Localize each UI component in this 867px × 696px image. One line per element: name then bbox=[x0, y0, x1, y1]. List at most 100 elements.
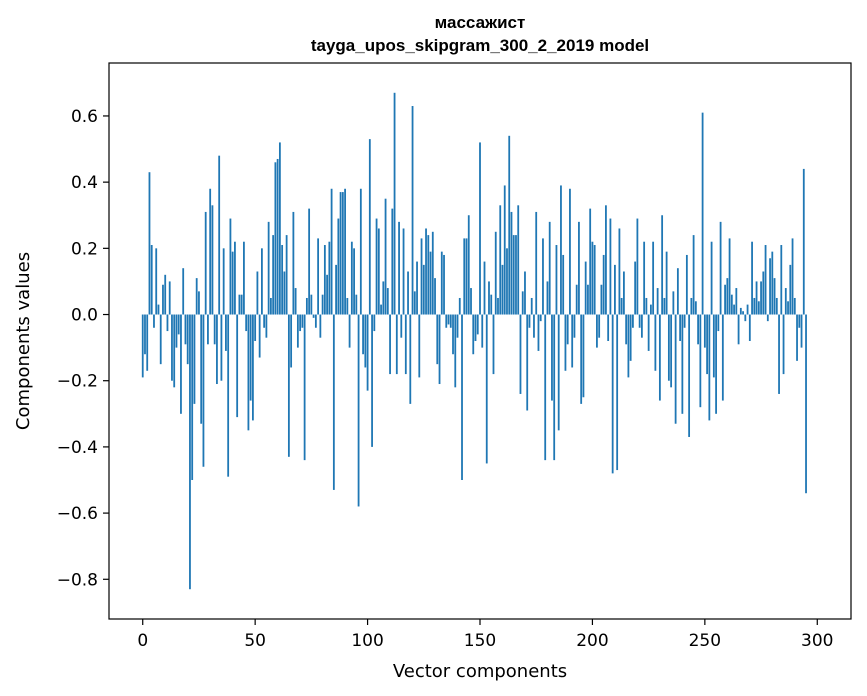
bar bbox=[148, 172, 151, 315]
bar bbox=[638, 314, 641, 328]
bar bbox=[517, 205, 520, 315]
bar bbox=[461, 314, 463, 480]
bar bbox=[366, 314, 369, 391]
bar bbox=[422, 264, 425, 315]
bar bbox=[173, 314, 176, 388]
bar bbox=[753, 297, 756, 315]
bar bbox=[357, 314, 360, 507]
bar bbox=[317, 238, 320, 315]
bar bbox=[497, 297, 499, 315]
bar bbox=[377, 228, 380, 315]
bar bbox=[180, 314, 182, 414]
bar bbox=[667, 314, 670, 381]
x-tick-label: 150 bbox=[464, 631, 496, 651]
bar bbox=[739, 307, 742, 315]
chart-subtitle: tayga_upos_skipgram_300_2_2019 model bbox=[311, 36, 649, 55]
bar bbox=[472, 314, 475, 355]
bar bbox=[654, 314, 657, 371]
bar bbox=[656, 288, 659, 315]
bar bbox=[413, 291, 416, 315]
bar bbox=[458, 297, 461, 315]
bar bbox=[299, 314, 302, 332]
bar bbox=[375, 218, 378, 315]
bar bbox=[431, 231, 434, 315]
bar bbox=[629, 314, 632, 361]
bar bbox=[166, 314, 169, 332]
bar bbox=[589, 208, 592, 315]
bar bbox=[748, 314, 751, 341]
bar bbox=[524, 271, 526, 315]
bar bbox=[479, 142, 481, 315]
bar bbox=[389, 314, 391, 375]
bar bbox=[632, 314, 634, 328]
y-tick-label: 0.6 bbox=[71, 107, 98, 127]
bar bbox=[717, 314, 720, 332]
bar bbox=[240, 294, 243, 315]
y-axis: −0.8 −0.6 −0.4 −0.2 0.0 0.2 0.4 0.6 bbox=[57, 107, 109, 590]
bar bbox=[285, 235, 288, 315]
bar bbox=[269, 297, 272, 315]
bar bbox=[764, 245, 767, 315]
bar bbox=[348, 314, 351, 348]
bar bbox=[719, 221, 722, 315]
bar bbox=[535, 211, 538, 315]
bar bbox=[760, 281, 762, 315]
bar bbox=[146, 314, 149, 371]
bar bbox=[580, 314, 583, 404]
bar bbox=[746, 304, 749, 315]
bar bbox=[562, 254, 565, 315]
bar bbox=[168, 281, 171, 315]
bar bbox=[726, 278, 729, 315]
bar bbox=[710, 241, 713, 315]
x-tick-label: 250 bbox=[689, 631, 721, 651]
bar bbox=[416, 261, 418, 315]
bar bbox=[200, 314, 203, 424]
bar bbox=[265, 314, 268, 338]
bar bbox=[546, 281, 549, 315]
bar bbox=[627, 314, 630, 378]
bar bbox=[429, 251, 432, 315]
bar bbox=[189, 314, 191, 590]
bar bbox=[350, 241, 353, 315]
bar bbox=[204, 211, 207, 315]
bar bbox=[445, 314, 448, 328]
bar bbox=[310, 294, 313, 315]
bar bbox=[769, 258, 771, 315]
bar bbox=[530, 297, 533, 315]
bar bbox=[582, 314, 585, 398]
bar bbox=[623, 271, 625, 315]
bar bbox=[602, 254, 605, 315]
bar bbox=[252, 314, 254, 421]
bar bbox=[382, 281, 385, 315]
bar bbox=[661, 215, 664, 315]
bar bbox=[211, 205, 214, 315]
bar bbox=[312, 314, 315, 318]
bar bbox=[735, 288, 738, 315]
bar bbox=[640, 314, 643, 338]
bar bbox=[593, 245, 596, 315]
bar bbox=[539, 314, 542, 322]
bar bbox=[436, 314, 439, 365]
bar bbox=[506, 248, 508, 315]
bar bbox=[449, 314, 452, 328]
bar bbox=[605, 205, 607, 315]
bar bbox=[553, 314, 556, 461]
bar bbox=[782, 314, 785, 375]
bar bbox=[319, 314, 322, 338]
bar bbox=[186, 314, 189, 365]
bar bbox=[171, 314, 173, 381]
bar bbox=[721, 314, 724, 401]
bar bbox=[724, 284, 726, 315]
bar bbox=[690, 297, 693, 315]
bar bbox=[587, 284, 589, 315]
bar bbox=[281, 245, 284, 315]
bar bbox=[762, 271, 765, 315]
bar bbox=[308, 208, 311, 315]
bar bbox=[614, 264, 616, 315]
bar bbox=[643, 241, 646, 315]
bar bbox=[287, 314, 290, 457]
bar bbox=[207, 314, 209, 345]
bar bbox=[380, 304, 382, 315]
bar bbox=[328, 241, 331, 315]
bar bbox=[778, 314, 780, 394]
